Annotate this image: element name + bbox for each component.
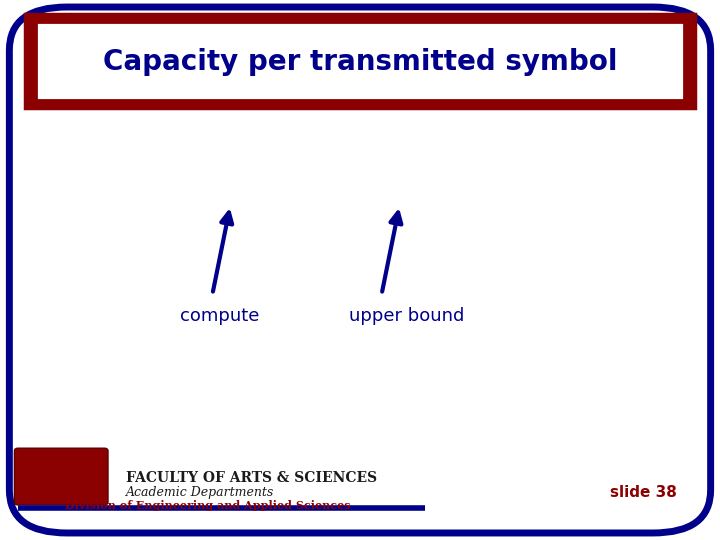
FancyBboxPatch shape <box>14 448 108 505</box>
FancyBboxPatch shape <box>36 22 684 100</box>
Text: slide 38: slide 38 <box>610 485 677 500</box>
Text: Division of Engineering and Applied Sciences: Division of Engineering and Applied Scie… <box>65 501 351 511</box>
Text: Capacity per transmitted symbol: Capacity per transmitted symbol <box>103 48 617 76</box>
Text: Academic Departments: Academic Departments <box>126 486 274 499</box>
Text: upper bound: upper bound <box>349 307 464 325</box>
FancyBboxPatch shape <box>9 7 711 533</box>
FancyBboxPatch shape <box>25 14 695 108</box>
Text: compute: compute <box>180 307 259 325</box>
Text: FACULTY OF ARTS & SCIENCES: FACULTY OF ARTS & SCIENCES <box>126 471 377 485</box>
